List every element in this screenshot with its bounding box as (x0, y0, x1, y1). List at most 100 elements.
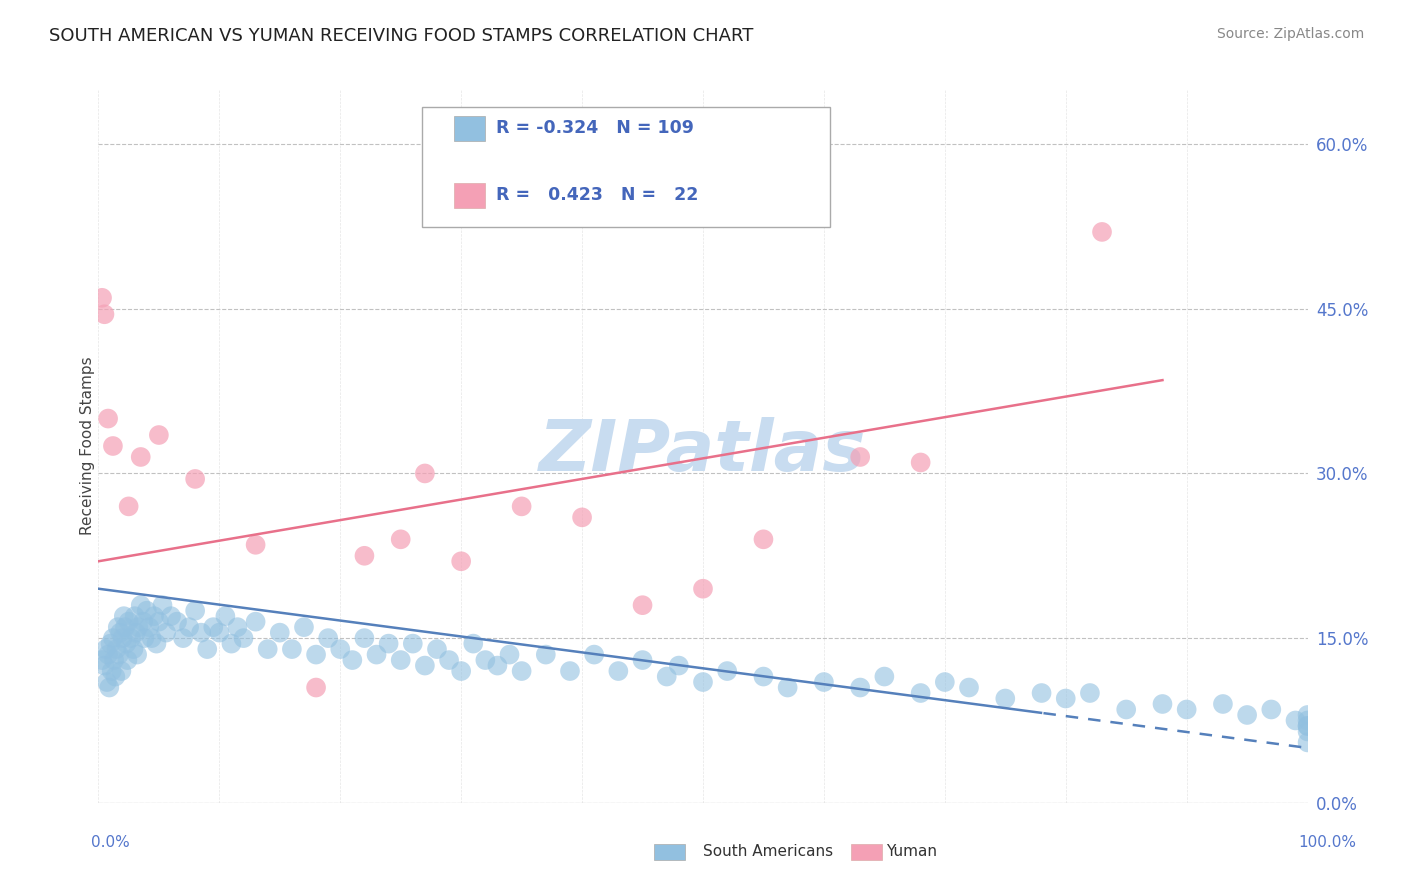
Point (202, 620, 225, 634)
Point (172, 631, 194, 645)
Point (607, 664, 630, 678)
Point (692, 582, 714, 596)
Point (1031, 686, 1053, 700)
Point (498, 648, 520, 662)
Point (413, 467, 436, 481)
Point (91, 291, 114, 305)
Text: Source: ZipAtlas.com: Source: ZipAtlas.com (1216, 27, 1364, 41)
Point (377, 637, 399, 651)
Point (1091, 225, 1114, 239)
Point (1175, 702, 1198, 716)
Point (221, 637, 243, 651)
Point (1296, 719, 1319, 733)
Point (105, 642, 128, 657)
Point (426, 642, 449, 657)
Point (226, 620, 249, 634)
Text: R = -0.324   N = 109: R = -0.324 N = 109 (496, 120, 695, 137)
Point (245, 615, 267, 629)
Point (103, 653, 125, 667)
Point (329, 642, 352, 657)
Point (934, 675, 956, 690)
Point (101, 631, 124, 645)
Point (716, 664, 738, 678)
Point (631, 653, 654, 667)
Point (100, 637, 122, 651)
Point (152, 598, 174, 612)
Point (148, 615, 170, 629)
Point (93, 307, 115, 321)
Point (91, 653, 114, 667)
Point (127, 620, 149, 634)
Point (101, 439, 124, 453)
Point (232, 631, 254, 645)
Point (813, 675, 835, 690)
Point (108, 648, 131, 662)
Point (184, 472, 207, 486)
Point (849, 450, 872, 464)
Point (129, 598, 152, 612)
Point (120, 631, 142, 645)
Point (160, 609, 183, 624)
Point (655, 669, 678, 683)
Point (111, 631, 134, 645)
Point (668, 658, 690, 673)
Point (1296, 724, 1319, 739)
Point (558, 664, 581, 678)
Point (134, 631, 156, 645)
Point (353, 549, 375, 563)
Point (1078, 686, 1101, 700)
Point (583, 648, 606, 662)
Point (125, 625, 148, 640)
Point (292, 620, 315, 634)
Point (437, 653, 460, 667)
Point (124, 609, 146, 624)
Point (1296, 714, 1319, 728)
Point (184, 604, 207, 618)
Point (463, 637, 485, 651)
Point (135, 604, 157, 618)
Point (1260, 702, 1282, 716)
Point (631, 598, 654, 612)
Text: R =   0.423   N =   22: R = 0.423 N = 22 (496, 186, 699, 204)
Point (1296, 708, 1319, 723)
Point (316, 631, 339, 645)
Point (389, 533, 412, 547)
Text: ZIPatlas: ZIPatlas (540, 417, 866, 486)
Point (450, 554, 472, 568)
Point (114, 620, 136, 634)
Point (107, 620, 129, 634)
Point (305, 681, 328, 695)
Point (138, 620, 160, 634)
Point (1296, 719, 1319, 733)
Point (143, 609, 166, 624)
Text: South Americans: South Americans (703, 845, 834, 859)
Point (389, 653, 412, 667)
Point (245, 538, 267, 552)
Point (97, 648, 120, 662)
Point (145, 637, 167, 651)
Point (148, 428, 170, 442)
Point (115, 637, 138, 651)
Point (402, 637, 425, 651)
Point (190, 625, 212, 640)
Point (305, 648, 328, 662)
Point (94, 642, 117, 657)
Text: SOUTH AMERICAN VS YUMAN RECEIVING FOOD STAMPS CORRELATION CHART: SOUTH AMERICAN VS YUMAN RECEIVING FOOD S… (49, 27, 754, 45)
Point (1152, 697, 1174, 711)
Point (208, 625, 231, 640)
Point (910, 686, 932, 700)
Point (571, 510, 593, 524)
Point (534, 648, 557, 662)
Point (474, 653, 496, 667)
Point (994, 691, 1017, 706)
Point (108, 625, 131, 640)
Point (195, 642, 218, 657)
Point (256, 642, 278, 657)
Point (1296, 735, 1319, 749)
Point (129, 450, 152, 464)
Point (776, 681, 799, 695)
Point (100, 664, 122, 678)
Point (510, 664, 533, 678)
Point (214, 609, 236, 624)
Point (98, 681, 121, 695)
